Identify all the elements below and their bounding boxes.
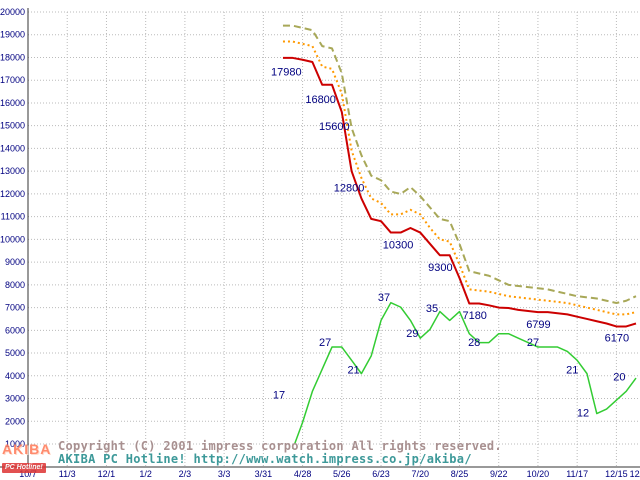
svg-text:10/20: 10/20 xyxy=(527,469,550,479)
svg-text:12/1: 12/1 xyxy=(98,469,116,479)
svg-text:8/25: 8/25 xyxy=(451,469,469,479)
svg-text:9/22: 9/22 xyxy=(490,469,508,479)
svg-text:4/28: 4/28 xyxy=(294,469,312,479)
svg-text:20000: 20000 xyxy=(0,7,25,17)
svg-text:3000: 3000 xyxy=(5,394,25,404)
annotation: 20 xyxy=(613,371,625,383)
svg-text:5/26: 5/26 xyxy=(333,469,351,479)
annotation: 12800 xyxy=(334,183,365,195)
annotation: 15600 xyxy=(319,121,350,133)
svg-text:10/7: 10/7 xyxy=(19,469,37,479)
annotation: 16800 xyxy=(305,94,336,106)
svg-text:16000: 16000 xyxy=(0,98,25,108)
annotation: 17 xyxy=(273,390,285,402)
svg-text:1/2: 1/2 xyxy=(139,469,152,479)
svg-text:15000: 15000 xyxy=(0,121,25,131)
svg-text:3/31: 3/31 xyxy=(255,469,273,479)
svg-text:11000: 11000 xyxy=(1,212,25,222)
annotation: 29 xyxy=(406,328,418,340)
svg-text:17000: 17000 xyxy=(0,75,25,85)
svg-text:11/3: 11/3 xyxy=(59,469,76,479)
annotation: 6170 xyxy=(605,333,629,345)
svg-text:14000: 14000 xyxy=(0,143,25,153)
annotation: 28 xyxy=(468,337,480,349)
annotation: 7180 xyxy=(462,310,486,322)
svg-text:9000: 9000 xyxy=(5,257,25,267)
annotation: 6799 xyxy=(526,319,550,331)
svg-text:12/22: 12/22 xyxy=(630,469,640,479)
svg-text:5000: 5000 xyxy=(5,348,25,358)
svg-text:7000: 7000 xyxy=(5,303,25,313)
series-lowest-price xyxy=(282,56,637,328)
svg-text:11/17: 11/17 xyxy=(566,469,588,479)
series-shop-count xyxy=(292,301,637,450)
annotation: 35 xyxy=(426,303,438,315)
svg-text:1000: 1000 xyxy=(5,439,25,449)
svg-text:7/20: 7/20 xyxy=(411,469,429,479)
svg-text:2/3: 2/3 xyxy=(179,469,192,479)
svg-text:6000: 6000 xyxy=(5,325,25,335)
svg-text:18000: 18000 xyxy=(0,52,25,62)
svg-text:13000: 13000 xyxy=(0,166,25,176)
annotation: 12 xyxy=(577,408,589,420)
svg-text:19000: 19000 xyxy=(0,30,25,40)
annotation: 21 xyxy=(347,365,359,377)
svg-text:6/23: 6/23 xyxy=(372,469,390,479)
svg-text:12/15: 12/15 xyxy=(605,469,628,479)
annotation: 37 xyxy=(378,292,390,304)
annotation: 21 xyxy=(566,365,578,377)
annotation: 17980 xyxy=(271,67,302,79)
svg-text:4000: 4000 xyxy=(5,371,25,381)
annotation: 10300 xyxy=(383,239,414,251)
svg-text:12000: 12000 xyxy=(0,189,25,199)
annotation: 27 xyxy=(527,337,539,349)
svg-text:8000: 8000 xyxy=(5,280,25,290)
annotation: 27 xyxy=(319,337,331,349)
annotation: 9300 xyxy=(428,262,452,274)
svg-text:3/3: 3/3 xyxy=(218,469,231,479)
svg-text:2000: 2000 xyxy=(5,416,25,426)
svg-text:10000: 10000 xyxy=(0,234,25,244)
